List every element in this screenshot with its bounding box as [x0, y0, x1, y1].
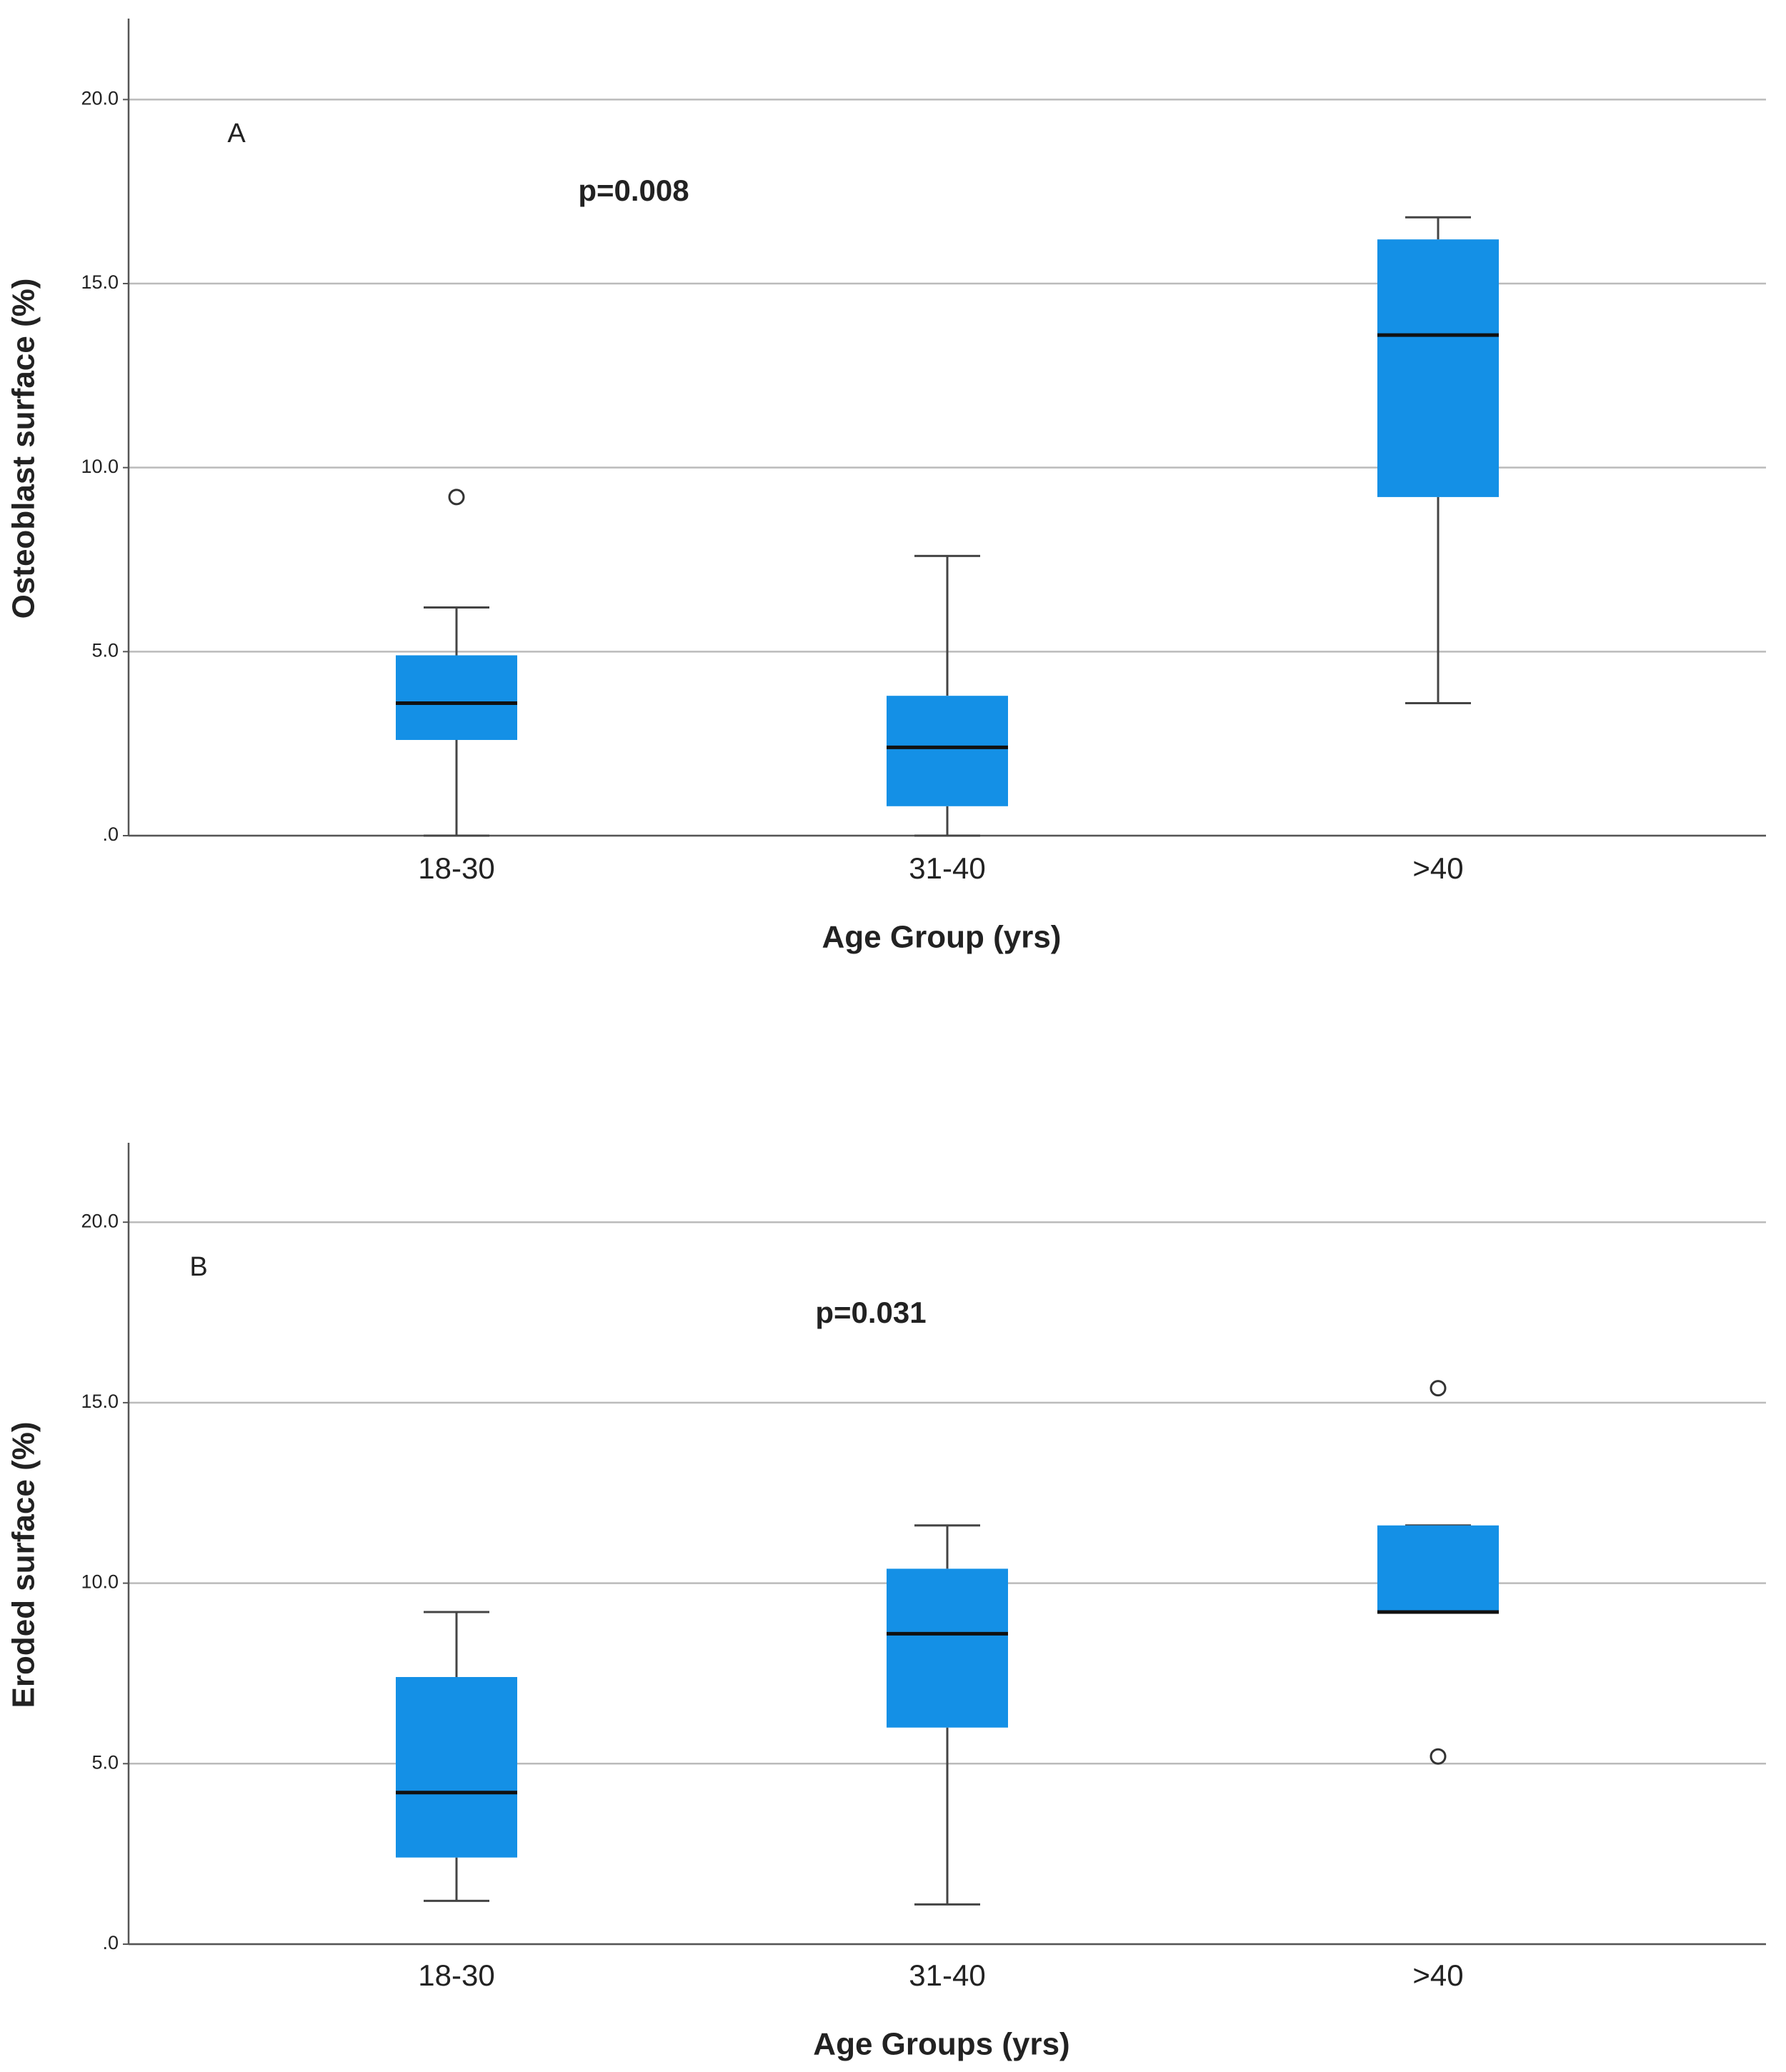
box — [887, 1568, 1008, 1728]
p-value: p=0.008 — [578, 174, 689, 207]
x-axis-title: Age Groups (yrs) — [813, 2027, 1069, 2062]
y-tick-label: .0 — [102, 824, 119, 845]
x-tick-label: >40 — [1412, 851, 1463, 885]
p-value: p=0.031 — [815, 1296, 926, 1329]
x-tick-label: 18-30 — [418, 851, 494, 885]
y-axis-title: Eroded surface (%) — [6, 1422, 41, 1708]
outlier — [448, 489, 465, 506]
y-tick-label: 20.0 — [81, 1210, 119, 1231]
box — [1377, 1525, 1499, 1613]
x-axis-title: Age Group (yrs) — [822, 920, 1062, 955]
box — [396, 655, 517, 741]
y-tick-label: 5.0 — [91, 639, 119, 661]
y-tick-label: 20.0 — [81, 87, 119, 109]
y-tick-label: .0 — [102, 1932, 119, 1953]
x-tick-label: 31-40 — [909, 851, 985, 885]
x-tick-label: 31-40 — [909, 1958, 985, 1992]
y-tick-label: 10.0 — [81, 1571, 119, 1593]
y-tick-label: 15.0 — [81, 1391, 119, 1412]
y-tick-label: 5.0 — [91, 1751, 119, 1773]
outlier — [1430, 1748, 1447, 1765]
x-tick-label: >40 — [1412, 1958, 1463, 1992]
panel-label: A — [227, 119, 246, 149]
y-tick-label: 15.0 — [81, 271, 119, 293]
y-tick-label: 10.0 — [81, 456, 119, 477]
box — [396, 1677, 517, 1858]
box — [887, 696, 1008, 806]
x-tick-label: 18-30 — [418, 1958, 494, 1992]
outlier — [1430, 1380, 1447, 1397]
panel-label: B — [189, 1252, 207, 1282]
y-axis-title: Osteoblast surface (%) — [6, 279, 41, 619]
box — [1377, 239, 1499, 497]
